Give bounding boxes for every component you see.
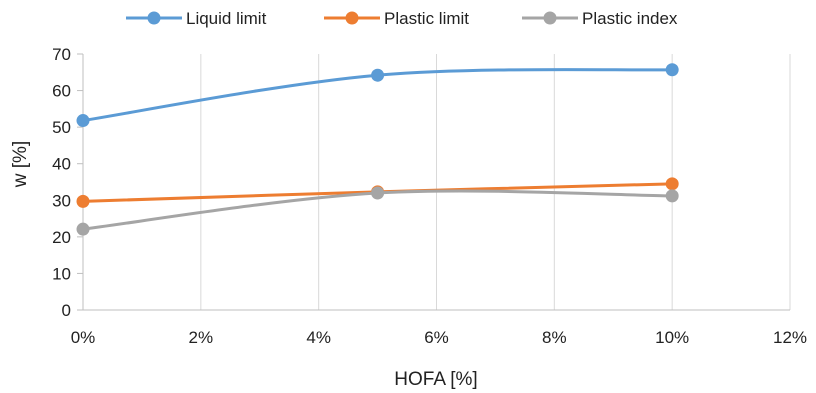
axes: 0% 2% 4% 6% 8% 10% 12% 0 10 20 30 40 50 60 70 — [52, 45, 807, 347]
legend-swatch-marker — [345, 11, 359, 25]
legend-item-plastic-limit: Plastic limit — [324, 9, 469, 28]
data-point-liquid-limit — [665, 63, 679, 77]
data-point-liquid-limit — [76, 114, 90, 128]
legend-swatch-marker — [147, 11, 161, 25]
x-tick-label: 6% — [424, 328, 449, 347]
y-tick-label: 40 — [52, 155, 71, 174]
legend: Liquid limit Plastic limit Plastic index — [126, 9, 678, 28]
grid — [200, 54, 791, 310]
x-axis-title: HOFA [%] — [394, 369, 477, 390]
x-tick-label: 2% — [189, 328, 214, 347]
data-point-plastic-index — [76, 222, 90, 236]
x-tick-label: 12% — [773, 328, 807, 347]
series-layer — [76, 63, 679, 236]
data-point-plastic-limit — [665, 177, 679, 191]
y-tick-label: 30 — [52, 191, 71, 210]
y-tick-label: 70 — [52, 45, 71, 64]
data-point-liquid-limit — [371, 68, 385, 82]
y-axis-title: w [%] — [10, 141, 31, 188]
y-tick-label: 20 — [52, 228, 71, 247]
legend-item-plastic-index: Plastic index — [522, 9, 678, 28]
data-point-plastic-index — [665, 189, 679, 203]
legend-swatch-marker — [543, 11, 557, 25]
data-point-plastic-limit — [76, 194, 90, 208]
y-tick-label: 50 — [52, 118, 71, 137]
data-point-plastic-index — [371, 186, 385, 200]
legend-label: Plastic index — [582, 9, 678, 28]
x-tick-label: 10% — [655, 328, 689, 347]
y-tick-label: 0 — [62, 301, 71, 320]
legend-item-liquid-limit: Liquid limit — [126, 9, 267, 28]
legend-label: Plastic limit — [384, 9, 469, 28]
legend-label: Liquid limit — [186, 9, 267, 28]
y-tick-label: 10 — [52, 264, 71, 283]
x-tick-label: 4% — [306, 328, 331, 347]
x-tick-label: 8% — [542, 328, 567, 347]
x-tick-label: 0% — [71, 328, 96, 347]
y-tick-label: 60 — [52, 82, 71, 101]
